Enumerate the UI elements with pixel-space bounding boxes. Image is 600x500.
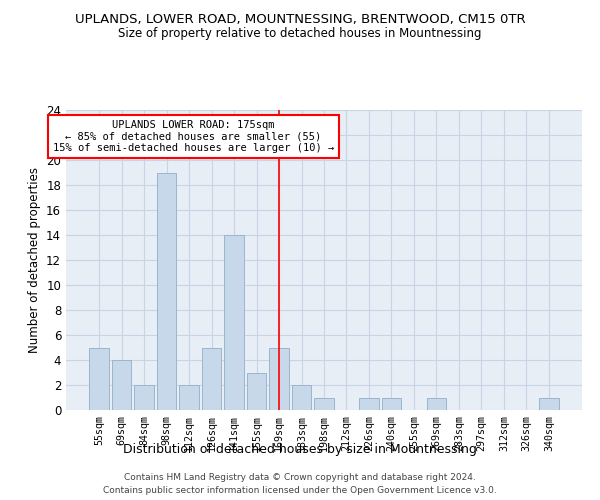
Text: Size of property relative to detached houses in Mountnessing: Size of property relative to detached ho… xyxy=(118,28,482,40)
Bar xyxy=(292,385,311,410)
Bar xyxy=(359,398,379,410)
Text: Contains HM Land Registry data © Crown copyright and database right 2024.: Contains HM Land Registry data © Crown c… xyxy=(124,474,476,482)
Bar xyxy=(89,348,109,410)
Bar xyxy=(247,372,266,410)
Y-axis label: Number of detached properties: Number of detached properties xyxy=(28,167,41,353)
Bar xyxy=(539,398,559,410)
Text: UPLANDS, LOWER ROAD, MOUNTNESSING, BRENTWOOD, CM15 0TR: UPLANDS, LOWER ROAD, MOUNTNESSING, BRENT… xyxy=(74,12,526,26)
Bar xyxy=(179,385,199,410)
Text: Distribution of detached houses by size in Mountnessing: Distribution of detached houses by size … xyxy=(123,444,477,456)
Text: UPLANDS LOWER ROAD: 175sqm
← 85% of detached houses are smaller (55)
15% of semi: UPLANDS LOWER ROAD: 175sqm ← 85% of deta… xyxy=(53,120,334,153)
Bar xyxy=(269,348,289,410)
Bar xyxy=(157,172,176,410)
Bar xyxy=(112,360,131,410)
Bar xyxy=(427,398,446,410)
Bar xyxy=(314,398,334,410)
Bar xyxy=(224,235,244,410)
Bar xyxy=(134,385,154,410)
Bar xyxy=(382,398,401,410)
Text: Contains public sector information licensed under the Open Government Licence v3: Contains public sector information licen… xyxy=(103,486,497,495)
Bar xyxy=(202,348,221,410)
